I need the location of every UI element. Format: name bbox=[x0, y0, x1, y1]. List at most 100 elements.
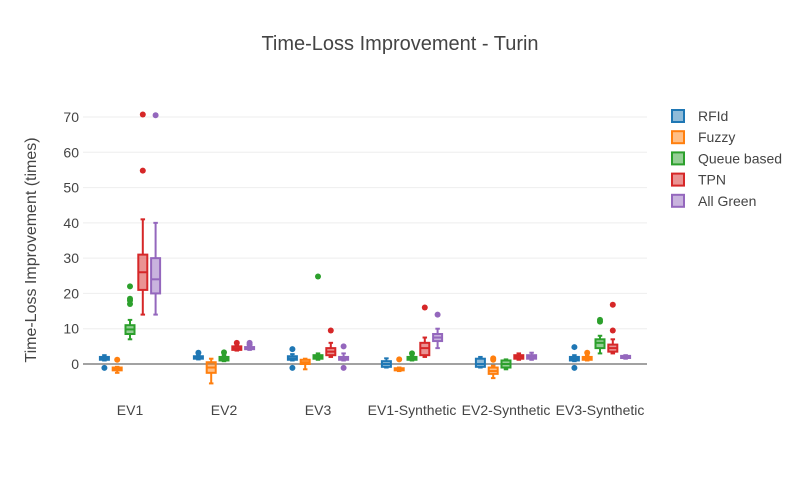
box[interactable] bbox=[338, 343, 350, 371]
outlier-point bbox=[490, 355, 497, 362]
outlier-point bbox=[340, 364, 347, 371]
box[interactable] bbox=[137, 111, 149, 316]
series-rfid bbox=[98, 344, 580, 371]
outlier-point bbox=[101, 364, 108, 371]
legend-swatch bbox=[671, 172, 685, 187]
outlier-point bbox=[571, 364, 578, 371]
outlier-point bbox=[152, 112, 159, 119]
box[interactable] bbox=[98, 354, 110, 371]
legend-label: TPN bbox=[698, 172, 726, 188]
legend[interactable]: RFId Fuzzy Queue based TPN All Green bbox=[671, 108, 782, 209]
box[interactable] bbox=[594, 316, 606, 355]
box[interactable] bbox=[474, 355, 486, 369]
box[interactable] bbox=[500, 358, 512, 371]
outlier-point bbox=[597, 316, 603, 323]
outlier-point bbox=[327, 327, 334, 334]
outlier-point bbox=[139, 111, 146, 118]
outlier-point bbox=[409, 350, 415, 357]
box[interactable] bbox=[526, 351, 538, 361]
legend-swatch bbox=[671, 151, 685, 166]
legend-item[interactable]: Fuzzy bbox=[671, 129, 735, 145]
outlier-point bbox=[609, 301, 616, 308]
box[interactable] bbox=[620, 354, 632, 360]
y-tick-label: 40 bbox=[63, 215, 79, 231]
box[interactable] bbox=[406, 350, 418, 362]
box[interactable] bbox=[124, 283, 136, 341]
outlier-point bbox=[289, 346, 296, 353]
box[interactable] bbox=[244, 339, 256, 351]
outlier-point bbox=[421, 304, 428, 311]
y-tick-label: 10 bbox=[63, 321, 79, 337]
y-tick-label: 50 bbox=[63, 180, 79, 196]
outlier-point bbox=[139, 167, 146, 174]
legend-item[interactable]: Queue based bbox=[671, 150, 782, 166]
box[interactable] bbox=[299, 357, 311, 371]
outlier-point bbox=[127, 283, 133, 290]
outlier-point bbox=[289, 364, 296, 371]
x-tick-label: EV1-Synthetic bbox=[368, 402, 457, 418]
outlier-point bbox=[315, 273, 321, 280]
legend-swatch bbox=[671, 193, 685, 208]
box[interactable] bbox=[111, 356, 123, 374]
y-tick-label: 30 bbox=[63, 250, 79, 266]
outlier-point bbox=[340, 343, 347, 350]
box[interactable] bbox=[432, 311, 444, 350]
box[interactable] bbox=[568, 344, 580, 371]
y-axis-label: Time-Loss Improvement (times) bbox=[23, 137, 40, 362]
box[interactable] bbox=[393, 356, 405, 373]
outlier-point bbox=[571, 344, 578, 351]
legend-label: Fuzzy bbox=[698, 129, 735, 145]
iqr-box bbox=[150, 257, 162, 295]
iqr-box bbox=[474, 357, 486, 368]
x-tick-label: EV2 bbox=[211, 402, 238, 418]
series-queue-based bbox=[124, 273, 606, 371]
outlier-point bbox=[434, 311, 441, 318]
legend-label: All Green bbox=[698, 193, 756, 209]
y-axis-ticks: 0 10 20 30 40 50 60 70 bbox=[63, 109, 79, 372]
legend-label: Queue based bbox=[698, 150, 782, 166]
box[interactable] bbox=[218, 349, 230, 363]
outlier-point bbox=[195, 349, 202, 356]
gridlines bbox=[83, 116, 647, 365]
y-tick-label: 0 bbox=[71, 356, 79, 372]
series-all-green bbox=[150, 112, 632, 371]
y-tick-label: 70 bbox=[63, 109, 79, 125]
box[interactable] bbox=[419, 304, 431, 358]
box[interactable] bbox=[150, 112, 162, 316]
x-tick-label: EV3-Synthetic bbox=[556, 402, 645, 418]
box[interactable] bbox=[581, 349, 593, 362]
series-tpn bbox=[137, 111, 619, 361]
outlier-point bbox=[114, 356, 121, 363]
box[interactable] bbox=[487, 355, 499, 380]
y-tick-label: 20 bbox=[63, 285, 79, 301]
legend-item[interactable]: TPN bbox=[671, 172, 726, 188]
outlier-point bbox=[609, 327, 616, 334]
outlier-point bbox=[233, 339, 240, 346]
box[interactable] bbox=[513, 352, 525, 361]
box[interactable] bbox=[192, 349, 204, 361]
x-axis-ticks: EV1 EV2 EV3 EV1-Synthetic EV2-Synthetic EV3-S… bbox=[117, 402, 645, 418]
chart-title: Time-Loss Improvement - Turin bbox=[261, 33, 538, 55]
box[interactable] bbox=[231, 339, 243, 352]
outlier-point bbox=[127, 295, 133, 302]
legend-swatch bbox=[671, 109, 685, 123]
outlier-point bbox=[396, 356, 403, 363]
box-series bbox=[98, 111, 632, 385]
x-tick-label: EV1 bbox=[117, 402, 144, 418]
box[interactable] bbox=[325, 327, 337, 358]
legend-item[interactable]: All Green bbox=[671, 193, 756, 209]
box[interactable] bbox=[312, 273, 324, 361]
x-tick-label: EV2-Synthetic bbox=[462, 402, 551, 418]
x-tick-label: EV3 bbox=[305, 402, 332, 418]
outlier-point bbox=[246, 339, 253, 346]
legend-item[interactable]: RFId bbox=[671, 108, 728, 124]
series-fuzzy bbox=[111, 349, 593, 385]
outlier-point bbox=[584, 349, 591, 356]
legend-label: RFId bbox=[698, 108, 728, 124]
box[interactable] bbox=[607, 301, 619, 355]
box[interactable] bbox=[286, 346, 298, 371]
box[interactable] bbox=[205, 357, 217, 385]
box[interactable] bbox=[380, 357, 392, 369]
y-tick-label: 60 bbox=[63, 144, 79, 160]
